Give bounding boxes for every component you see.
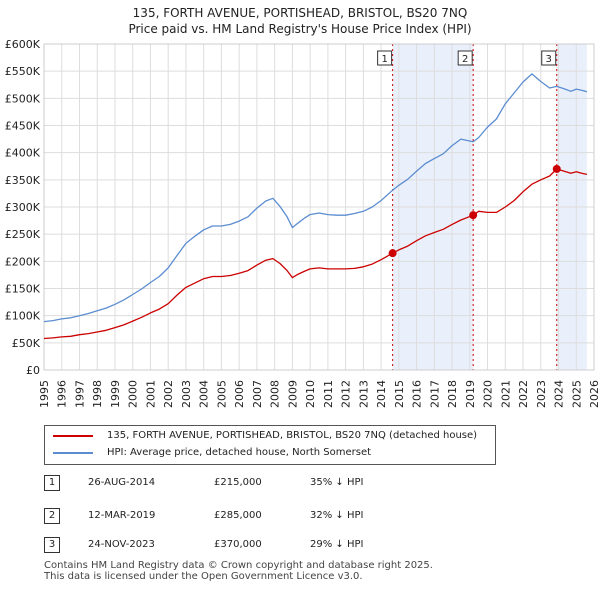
marker-label: 2 bbox=[462, 54, 468, 65]
x-tick-label: 2023 bbox=[535, 380, 548, 408]
x-tick-label: 2018 bbox=[446, 380, 459, 408]
x-tick-label: 2011 bbox=[322, 380, 335, 408]
transaction-row: 1 26-AUG-2014 £215,000 35% ↓ HPI bbox=[44, 475, 544, 491]
x-tick-label: 1999 bbox=[109, 380, 122, 408]
y-tick-label: £0 bbox=[26, 364, 40, 377]
x-tick-label: 2007 bbox=[251, 380, 264, 408]
x-tick-label: 2009 bbox=[286, 380, 299, 408]
x-tick-label: 2026 bbox=[588, 380, 600, 408]
x-tick-label: 2000 bbox=[127, 380, 140, 408]
transaction-date: 24-NOV-2023 bbox=[88, 539, 155, 550]
marker-label: 3 bbox=[546, 54, 552, 65]
transaction-row: 2 12-MAR-2019 £285,000 32% ↓ HPI bbox=[44, 508, 544, 524]
x-tick-label: 2020 bbox=[482, 380, 495, 408]
y-tick-label: £450K bbox=[5, 120, 41, 133]
series-line-hpi bbox=[43, 73, 588, 323]
x-tick-label: 2008 bbox=[269, 380, 282, 408]
plot-frame bbox=[43, 43, 595, 371]
price-chart: £0 £50K £100K £150K £200K £250K £300K £350K £400… bbox=[5, 38, 600, 408]
y-tick-label: £300K bbox=[5, 201, 41, 214]
x-tick-label: 2017 bbox=[428, 380, 441, 408]
legend-label-price-paid: 135, FORTH AVENUE, PORTISHEAD, BRISTOL, … bbox=[107, 430, 478, 441]
x-tick-label: 2006 bbox=[233, 380, 246, 408]
sale-point bbox=[469, 211, 478, 220]
y-tick-label: £550K bbox=[5, 65, 41, 78]
transaction-price: £215,000 bbox=[214, 477, 262, 488]
legend-label-hpi: HPI: Average price, detached house, Nort… bbox=[107, 447, 372, 458]
x-tick-label: 2021 bbox=[499, 380, 512, 408]
transaction-row: 3 24-NOV-2023 £370,000 29% ↓ HPI bbox=[44, 537, 544, 553]
y-tick-label: £500K bbox=[5, 92, 41, 105]
marker-label: 1 bbox=[381, 54, 387, 65]
transaction-hpi-diff: 32% ↓ HPI bbox=[310, 510, 364, 521]
y-tick-label: £200K bbox=[5, 255, 41, 268]
transaction-hpi-diff: 35% ↓ HPI bbox=[310, 477, 364, 488]
marker-label-box bbox=[457, 50, 473, 66]
x-tick-label: 2004 bbox=[198, 380, 211, 408]
transaction-number: 2 bbox=[44, 508, 60, 524]
x-tick-label: 2013 bbox=[357, 380, 370, 408]
y-tick-label: £350K bbox=[5, 174, 41, 187]
x-tick-label: 2024 bbox=[553, 380, 566, 408]
transaction-number: 3 bbox=[44, 537, 60, 553]
x-tick-label: 2002 bbox=[162, 380, 175, 408]
transaction-date: 12-MAR-2019 bbox=[88, 510, 156, 521]
legend: 135, FORTH AVENUE, PORTISHEAD, BRISTOL, … bbox=[44, 425, 496, 465]
transaction-price: £370,000 bbox=[214, 539, 262, 550]
legend-line-hpi bbox=[53, 452, 93, 454]
x-tick-label: 2016 bbox=[411, 380, 424, 408]
y-tick-label: £150K bbox=[5, 283, 41, 296]
x-tick-label: 1995 bbox=[38, 380, 51, 408]
transaction-price: £285,000 bbox=[214, 510, 262, 521]
x-tick-label: 2014 bbox=[375, 380, 388, 408]
sale-point bbox=[552, 164, 561, 173]
x-tick-label: 1996 bbox=[56, 380, 69, 408]
legend-line-price-paid bbox=[53, 435, 93, 437]
y-tick-label: £600K bbox=[5, 38, 41, 51]
sale-point bbox=[388, 249, 397, 258]
marker-label-box bbox=[541, 50, 557, 66]
transaction-number: 1 bbox=[44, 475, 60, 491]
series-line-price-paid bbox=[43, 168, 588, 340]
x-tick-label: 1997 bbox=[73, 380, 86, 408]
x-tick-label: 2019 bbox=[464, 380, 477, 408]
y-tick-label: £100K bbox=[5, 310, 41, 323]
x-tick-label: 2022 bbox=[517, 380, 530, 408]
transaction-hpi-diff: 29% ↓ HPI bbox=[310, 539, 364, 550]
transaction-date: 26-AUG-2014 bbox=[88, 477, 156, 488]
x-tick-label: 2005 bbox=[215, 380, 228, 408]
x-tick-label: 2025 bbox=[570, 380, 583, 408]
x-tick-label: 2012 bbox=[340, 380, 353, 408]
chart-title: 135, FORTH AVENUE, PORTISHEAD, BRISTOL, … bbox=[132, 6, 468, 20]
chart-subtitle: Price paid vs. HM Land Registry's House … bbox=[128, 22, 472, 36]
marker-label-box bbox=[377, 50, 393, 66]
footer-copyright: Contains HM Land Registry data © Crown c… bbox=[44, 560, 433, 571]
y-tick-label: £400K bbox=[5, 147, 41, 160]
y-tick-label: £250K bbox=[5, 228, 41, 241]
x-tick-label: 2015 bbox=[393, 380, 406, 408]
footer-licence: This data is licensed under the Open Gov… bbox=[44, 571, 363, 582]
x-tick-label: 1998 bbox=[91, 380, 104, 408]
y-tick-label: £50K bbox=[12, 337, 41, 350]
x-tick-label: 2010 bbox=[304, 380, 317, 408]
x-tick-label: 2001 bbox=[144, 380, 157, 408]
x-tick-label: 2003 bbox=[180, 380, 193, 408]
